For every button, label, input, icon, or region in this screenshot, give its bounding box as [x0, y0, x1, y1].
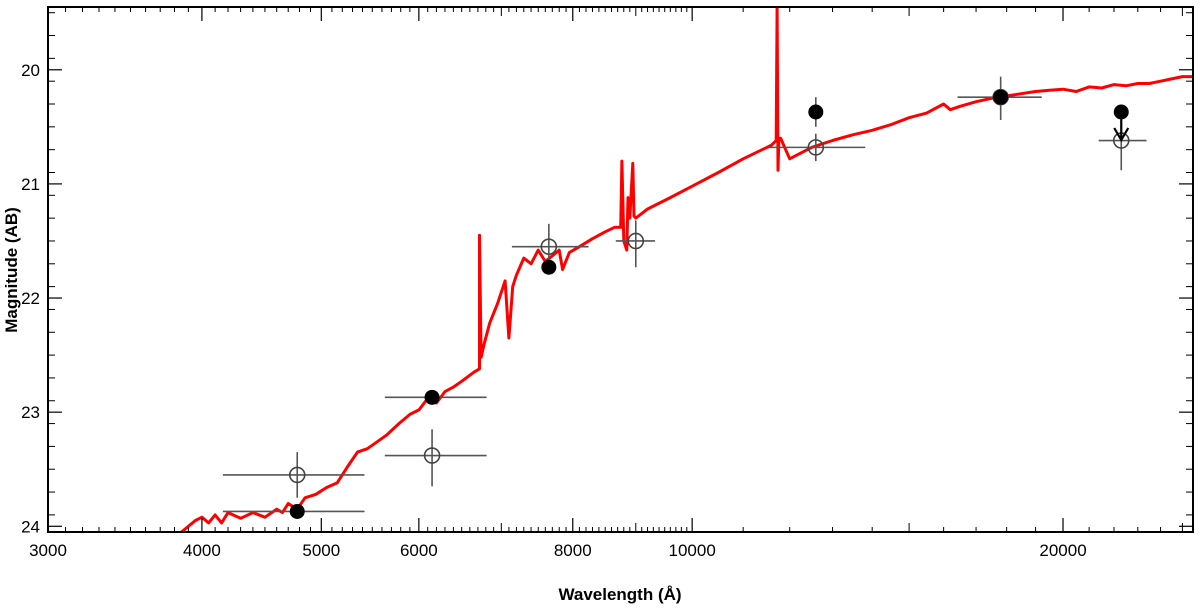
tick-labels: 3000 4000 5000 6000 8000 10000 20000 20 21 22 23 24	[21, 61, 1087, 560]
x-tick-label: 5000	[302, 541, 340, 560]
filled-point	[289, 503, 305, 519]
y-tick-label: 21	[21, 175, 40, 194]
x-tick-label: 6000	[400, 541, 438, 560]
plot-clipped	[180, 7, 1193, 532]
open-point	[540, 238, 558, 255]
open-point	[807, 139, 825, 156]
plot-frame	[47, 6, 1194, 533]
x-tick-label: 3000	[29, 541, 67, 560]
open-point	[627, 232, 645, 250]
plot-area	[180, 7, 1193, 532]
x-axis-label: Wavelength (Å)	[558, 585, 681, 604]
filled-point	[424, 389, 440, 405]
filled-point	[993, 89, 1009, 105]
x-tick-label: 4000	[183, 541, 221, 560]
y-tick-label: 24	[21, 517, 40, 536]
model-spectrum-line	[180, 7, 1193, 532]
x-tick-label: 20000	[1039, 541, 1086, 560]
x-tick-label: 10000	[669, 541, 716, 560]
axis-ticks	[47, 7, 1193, 532]
x-tick-label: 8000	[554, 541, 592, 560]
filled-point	[1113, 104, 1129, 120]
open-point	[423, 447, 441, 464]
y-tick-label: 23	[21, 403, 40, 422]
y-axis-label: Magnitude (AB)	[2, 207, 21, 333]
open-point	[288, 466, 306, 484]
upper-limit-arrow-head	[1113, 127, 1130, 143]
y-tick-label: 22	[21, 289, 40, 308]
y-tick-label: 20	[21, 61, 40, 80]
filled-point	[808, 104, 824, 120]
filled-point	[541, 259, 557, 275]
